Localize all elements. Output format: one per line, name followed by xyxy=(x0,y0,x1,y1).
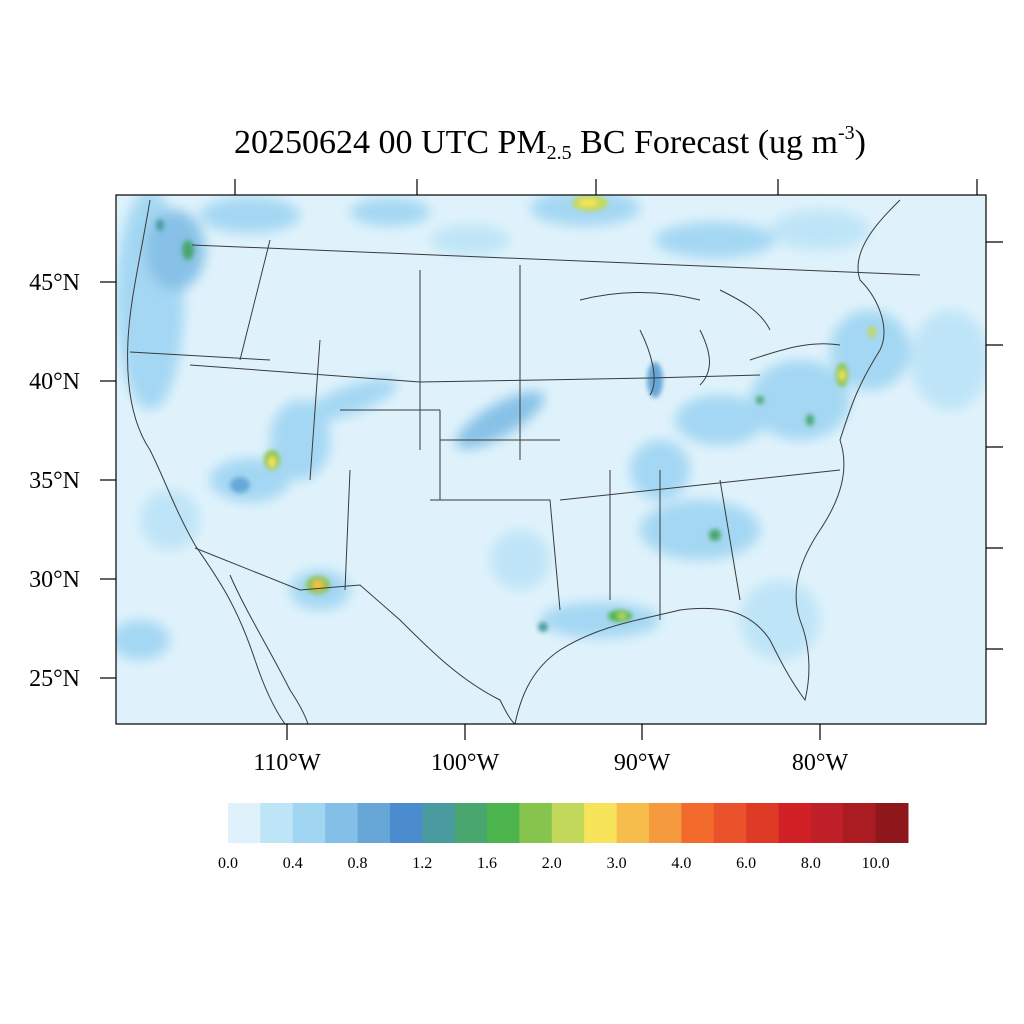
colorbar-label: 10.0 xyxy=(862,855,890,872)
top-ticks xyxy=(234,179,978,195)
lat-label: 25°N xyxy=(29,666,80,692)
lon-label: 100°W xyxy=(431,750,500,776)
colorbar-swatch xyxy=(292,803,326,843)
colorbar-swatch xyxy=(325,803,359,843)
colorbar-label: 2.0 xyxy=(542,855,562,872)
lon-label: 90°W xyxy=(614,750,671,776)
lon-label: 110°W xyxy=(253,750,321,776)
bottom-ticks xyxy=(286,724,821,740)
colorbar-swatch xyxy=(648,803,682,843)
colorbar-swatch xyxy=(616,803,650,843)
colorbar-swatch xyxy=(778,803,812,843)
colorbar-swatch xyxy=(810,803,844,843)
lon-label: 80°W xyxy=(792,750,849,776)
colorbar-label: 0.0 xyxy=(218,855,238,872)
colorbar-swatch xyxy=(584,803,618,843)
colorbar-swatch xyxy=(487,803,520,843)
colorbar-swatch xyxy=(454,803,488,843)
lat-label: 45°N xyxy=(29,270,80,296)
lat-label: 35°N xyxy=(29,468,80,494)
colorbar-swatch xyxy=(681,803,715,843)
right-ticks xyxy=(986,241,1003,650)
lat-label: 40°N xyxy=(29,369,80,395)
colorbar-label: 1.2 xyxy=(412,855,432,872)
colorbar-swatch xyxy=(713,803,747,843)
colorbar-swatch xyxy=(357,803,391,843)
colorbar xyxy=(228,803,909,843)
colorbar-labels: 0.0 0.4 0.8 1.2 1.6 2.0 3.0 4.0 6.0 8.0 10.0 xyxy=(218,855,890,872)
colorbar-swatch xyxy=(228,803,261,843)
concentration-field xyxy=(116,195,986,660)
colorbar-swatch xyxy=(260,803,294,843)
lat-label: 30°N xyxy=(29,567,80,593)
longitude-labels: 110°W 100°W 90°W 80°W xyxy=(253,750,848,776)
colorbar-swatch xyxy=(389,803,423,843)
colorbar-label: 0.8 xyxy=(348,855,368,872)
colorbar-label: 3.0 xyxy=(607,855,627,872)
colorbar-label: 1.6 xyxy=(477,855,497,872)
colorbar-swatch xyxy=(746,803,779,843)
left-ticks xyxy=(100,281,116,679)
map-frame xyxy=(115,194,987,725)
colorbar-label: 4.0 xyxy=(671,855,691,872)
colorbar-swatch xyxy=(422,803,456,843)
colorbar-swatch xyxy=(843,803,877,843)
colorbar-swatch xyxy=(875,803,909,843)
colorbar-label: 0.4 xyxy=(283,855,303,872)
colorbar-label: 8.0 xyxy=(801,855,821,872)
colorbar-swatch xyxy=(551,803,585,843)
map-title: 20250624 00 UTC PM2.5 BC Forecast (ug m-… xyxy=(234,122,866,164)
latitude-labels: 45°N 40°N 35°N 30°N 25°N xyxy=(29,270,80,692)
colorbar-swatch xyxy=(519,803,553,843)
colorbar-label: 6.0 xyxy=(736,855,756,872)
map-boundaries xyxy=(127,199,921,724)
